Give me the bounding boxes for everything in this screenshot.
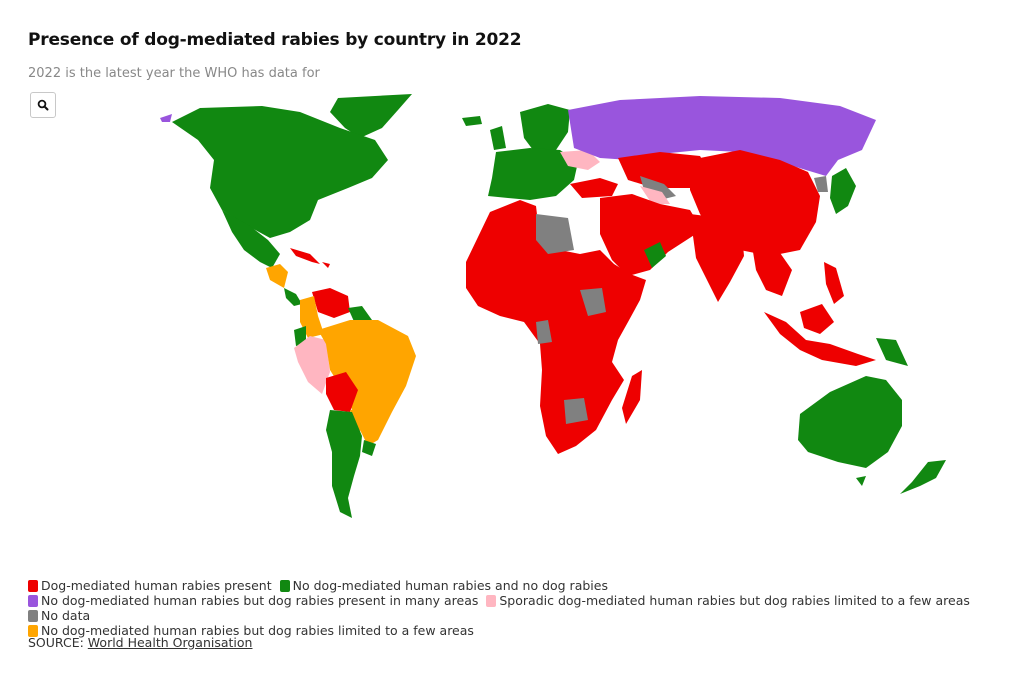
- region-brazil[interactable]: [318, 320, 416, 446]
- region-scandinavia[interactable]: [520, 104, 570, 154]
- legend-label: No dog-mediated human rabies but dog rab…: [41, 593, 479, 608]
- region-korea-japan[interactable]: [830, 168, 856, 214]
- region-north-korea[interactable]: [814, 176, 828, 192]
- legend: Dog-mediated human rabies present No dog…: [28, 578, 998, 638]
- chart-title: Presence of dog-mediated rabies by count…: [28, 30, 522, 50]
- world-map[interactable]: [40, 88, 1000, 528]
- region-alaska-tip[interactable]: [160, 114, 172, 122]
- legend-item-free: No dog-mediated human rabies and no dog …: [279, 578, 608, 593]
- legend-label: No dog-mediated human rabies but dog rab…: [41, 623, 474, 638]
- region-borneo[interactable]: [800, 304, 834, 334]
- region-libya[interactable]: [536, 214, 574, 254]
- legend-swatch-orange: [28, 624, 38, 637]
- region-canada-us[interactable]: [172, 106, 388, 238]
- region-caucasus[interactable]: [640, 186, 670, 204]
- region-western-europe[interactable]: [488, 148, 578, 200]
- region-south-sudan[interactable]: [580, 288, 606, 316]
- region-argentina-chile[interactable]: [326, 410, 362, 518]
- legend-swatch-red: [28, 579, 38, 592]
- chart-subtitle: 2022 is the latest year the WHO has data…: [28, 66, 320, 81]
- legend-item-present: Dog-mediated human rabies present: [28, 578, 272, 593]
- legend-swatch-purple: [28, 594, 38, 607]
- legend-item-sporadic: Sporadic dog-mediated human rabies but d…: [486, 593, 970, 608]
- region-australia[interactable]: [798, 376, 902, 468]
- region-turkey[interactable]: [570, 178, 618, 198]
- source-prefix: SOURCE:: [28, 635, 88, 650]
- region-ukraine[interactable]: [560, 150, 600, 170]
- legend-label: Dog-mediated human rabies present: [41, 578, 272, 593]
- legend-swatch-green: [279, 579, 290, 592]
- region-middle-east[interactable]: [600, 194, 702, 276]
- region-new-zealand[interactable]: [900, 460, 946, 494]
- region-central-asia[interactable]: [640, 176, 676, 200]
- region-caribbean[interactable]: [322, 262, 330, 268]
- source-line: SOURCE: World Health Organisation: [28, 635, 252, 650]
- region-indonesia[interactable]: [764, 312, 876, 366]
- legend-item-dog-rabies-many-areas: No dog-mediated human rabies but dog rab…: [28, 593, 478, 608]
- region-uk[interactable]: [490, 126, 506, 150]
- legend-item-no-human-limited: No dog-mediated human rabies but dog rab…: [28, 623, 474, 638]
- region-bolivia[interactable]: [326, 372, 358, 412]
- region-central-america[interactable]: [284, 288, 302, 306]
- region-tasmania[interactable]: [856, 476, 866, 486]
- region-southeast-asia[interactable]: [752, 246, 792, 296]
- legend-label: No data: [41, 608, 91, 623]
- region-papua-new-guinea[interactable]: [876, 338, 908, 366]
- legend-swatch-gray: [28, 609, 38, 622]
- region-india[interactable]: [690, 214, 744, 302]
- region-uruguay[interactable]: [362, 440, 376, 456]
- legend-item-no-data: No data: [28, 608, 90, 623]
- search-icon: [37, 99, 49, 111]
- region-madagascar[interactable]: [622, 370, 642, 424]
- legend-label: No dog-mediated human rabies and no dog …: [292, 578, 608, 593]
- region-iceland[interactable]: [462, 116, 482, 126]
- region-north-west-africa[interactable]: [466, 200, 646, 454]
- legend-swatch-pink: [486, 594, 497, 607]
- source-link[interactable]: World Health Organisation: [87, 635, 253, 650]
- region-gabon[interactable]: [536, 320, 552, 344]
- region-mexico[interactable]: [222, 210, 280, 268]
- legend-label: Sporadic dog-mediated human rabies but d…: [499, 593, 970, 608]
- region-guatemala[interactable]: [266, 264, 288, 288]
- region-philippines[interactable]: [824, 262, 844, 304]
- region-venezuela-colombia[interactable]: [312, 288, 350, 318]
- region-oman[interactable]: [644, 242, 666, 268]
- region-cuba-haiti[interactable]: [290, 248, 320, 264]
- zoom-button[interactable]: [30, 92, 56, 118]
- region-greenland[interactable]: [330, 94, 412, 138]
- region-peru[interactable]: [294, 336, 330, 394]
- region-botswana-south-africa[interactable]: [564, 398, 588, 424]
- region-ecuador[interactable]: [294, 326, 306, 346]
